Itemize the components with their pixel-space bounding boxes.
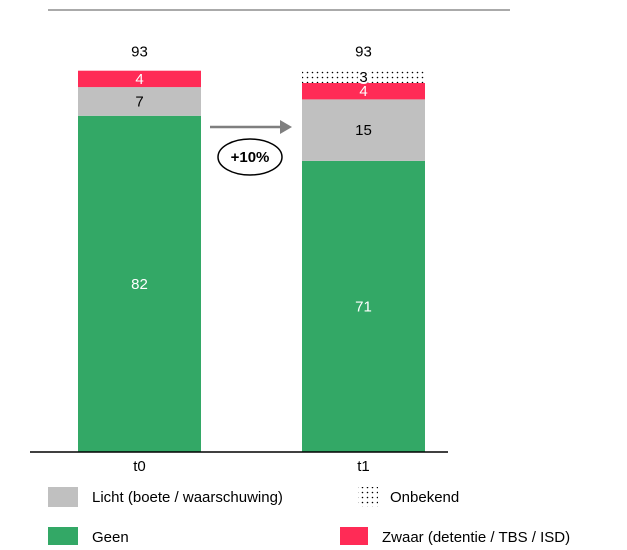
value-label: 3 xyxy=(359,69,367,86)
legend-label: Onbekend xyxy=(390,489,459,506)
annotation-ellipse xyxy=(217,138,283,176)
bar-segment xyxy=(302,70,425,83)
legend-swatch xyxy=(48,487,78,507)
bar-segment xyxy=(302,83,425,100)
x-tick-label: t0 xyxy=(133,458,146,475)
bar-segment xyxy=(78,70,201,88)
legend-swatch xyxy=(340,527,368,547)
bar-segment xyxy=(302,160,425,452)
bar-segment xyxy=(302,99,425,161)
total-label: 93 xyxy=(355,44,372,61)
legend-swatch xyxy=(358,487,378,507)
x-tick-label: t1 xyxy=(357,458,370,475)
value-label: 82 xyxy=(131,276,148,293)
legend-label: Licht (boete / waarschuwing) xyxy=(92,489,283,506)
arrow-head xyxy=(280,120,292,134)
value-label: 4 xyxy=(359,83,367,100)
value-label: 15 xyxy=(355,122,372,139)
value-label: 7 xyxy=(135,93,143,110)
legend-label: Geen xyxy=(92,529,129,545)
value-label: 4 xyxy=(135,71,143,88)
annotation: +10% xyxy=(231,149,270,166)
legend-swatch xyxy=(48,527,78,547)
bar-segment xyxy=(78,115,201,453)
legend-label: Zwaar (detentie / TBS / ISD) xyxy=(382,529,570,545)
value-label: 71 xyxy=(355,298,372,315)
bar-segment xyxy=(78,87,201,116)
total-label: 93 xyxy=(131,44,148,61)
